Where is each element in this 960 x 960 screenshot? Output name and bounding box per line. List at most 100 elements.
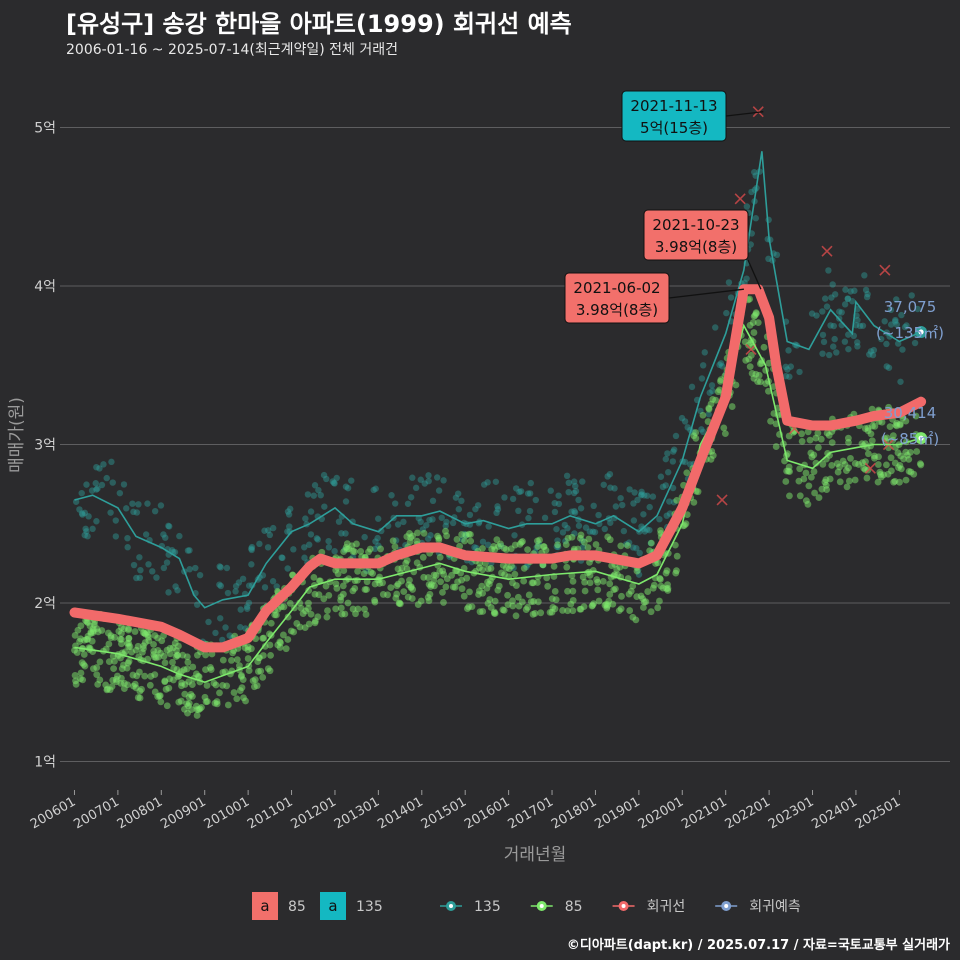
scatter-point-85 xyxy=(805,482,813,490)
scatter-point-135 xyxy=(854,339,861,346)
scatter-point-85 xyxy=(656,597,663,605)
scatter-point-85 xyxy=(461,537,468,545)
scatter-point-85 xyxy=(276,644,284,651)
scatter-point-135 xyxy=(449,519,457,527)
scatter-point-135 xyxy=(551,508,559,516)
scatter-point-85 xyxy=(396,599,403,607)
annotation-box xyxy=(564,272,670,324)
scatter-point-85 xyxy=(111,657,118,665)
scatter-point-135 xyxy=(612,503,620,510)
scatter-point-135 xyxy=(315,486,322,494)
scatter-point-135 xyxy=(237,606,244,613)
y-tick-label: 2억 xyxy=(34,596,56,612)
scatter-point-85 xyxy=(134,642,142,650)
scatter-point-135 xyxy=(784,366,791,373)
scatter-point-135 xyxy=(849,297,856,305)
scatter-point-135 xyxy=(836,308,843,315)
scatter-point-85 xyxy=(81,662,89,670)
scatter-point-85 xyxy=(284,613,292,621)
scatter-point-85 xyxy=(594,586,602,594)
scatter-point-135 xyxy=(819,350,826,357)
scatter-point-135 xyxy=(284,528,291,535)
scatter-point-85 xyxy=(407,534,415,541)
scatter-point-85 xyxy=(828,461,836,469)
scatter-point-135 xyxy=(663,512,670,519)
scatter-point-135 xyxy=(314,536,322,543)
scatter-point-85 xyxy=(581,578,589,586)
scatter-point-135 xyxy=(168,547,176,554)
scatter-point-135 xyxy=(78,489,85,497)
scatter-point-135 xyxy=(409,474,416,481)
scatter-point-135 xyxy=(301,554,308,561)
scatter-point-85 xyxy=(107,632,115,640)
scatter-point-135 xyxy=(333,474,340,482)
scatter-point-85 xyxy=(564,607,571,615)
regression-line xyxy=(69,284,927,653)
scatter-point-85 xyxy=(488,545,496,553)
scatter-point-85 xyxy=(902,476,910,484)
scatter-point-135 xyxy=(813,312,820,319)
scatter-point-85 xyxy=(491,608,498,616)
scatter-point-135 xyxy=(551,499,558,507)
scatter-point-135 xyxy=(643,526,651,533)
end-label-value: 30,414 xyxy=(884,404,937,422)
scatter-point-85 xyxy=(296,623,304,631)
scatter-point-135 xyxy=(893,296,900,303)
scatter-point-85 xyxy=(656,575,664,582)
scatter-point-135 xyxy=(112,517,119,524)
scatter-point-85 xyxy=(525,591,533,599)
scatter-point-85 xyxy=(548,595,556,603)
scatter-point-85 xyxy=(606,591,614,598)
scatter-point-85 xyxy=(749,319,757,326)
scatter-point-135 xyxy=(509,495,517,503)
scatter-point-85 xyxy=(193,651,201,659)
scatter-point-135 xyxy=(819,308,826,315)
scatter-point-135 xyxy=(669,484,677,492)
scatter-point-85 xyxy=(458,531,466,538)
scatter-point-135 xyxy=(232,588,239,595)
scatter-point-135 xyxy=(222,624,229,631)
scatter-point-85 xyxy=(579,573,587,581)
scatter-point-135 xyxy=(825,267,832,274)
scatter-point-135 xyxy=(136,554,143,561)
scatter-point-135 xyxy=(454,490,462,497)
x-tick-label: 201301 xyxy=(332,794,382,832)
scatter-point-135 xyxy=(321,503,328,510)
annotation-box xyxy=(643,209,749,261)
scatter-point-135 xyxy=(342,483,350,490)
scatter-point-135 xyxy=(311,482,319,489)
scatter-point-85 xyxy=(83,636,91,643)
scatter-point-135 xyxy=(216,581,223,588)
scatter-point-85 xyxy=(887,467,895,475)
scatter-point-135 xyxy=(657,473,665,480)
scatter-point-135 xyxy=(142,531,150,538)
scatter-point-85 xyxy=(233,695,241,703)
scatter-point-85 xyxy=(443,575,451,583)
scatter-point-85 xyxy=(118,636,125,643)
scatter-point-85 xyxy=(150,640,157,648)
scatter-point-135 xyxy=(669,458,677,465)
scatter-point-135 xyxy=(866,351,873,358)
scatter-point-85 xyxy=(115,627,123,635)
scatter-point-85 xyxy=(559,607,567,614)
scatter-point-135 xyxy=(290,546,297,553)
scatter-point-85 xyxy=(810,468,818,475)
scatter-point-135 xyxy=(662,455,670,463)
scatter-point-85 xyxy=(826,475,834,483)
scatter-point-85 xyxy=(420,529,428,537)
scatter-point-135 xyxy=(286,523,293,530)
scatter-point-135 xyxy=(571,478,578,485)
scatter-point-85 xyxy=(515,602,523,610)
scatter-point-85 xyxy=(230,689,238,696)
scatter-point-85 xyxy=(671,541,679,549)
end-label-area: (~85㎡) xyxy=(881,430,939,448)
scatter-point-135 xyxy=(166,523,173,530)
scatter-point-85 xyxy=(102,645,110,653)
scatter-point-85 xyxy=(599,577,607,585)
scatter-point-85 xyxy=(323,613,331,621)
scatter-point-85 xyxy=(90,621,98,629)
scatter-point-85 xyxy=(211,699,219,707)
scatter-point-135 xyxy=(821,295,829,302)
scatter-point-85 xyxy=(629,582,637,590)
scatter-point-85 xyxy=(699,411,707,419)
